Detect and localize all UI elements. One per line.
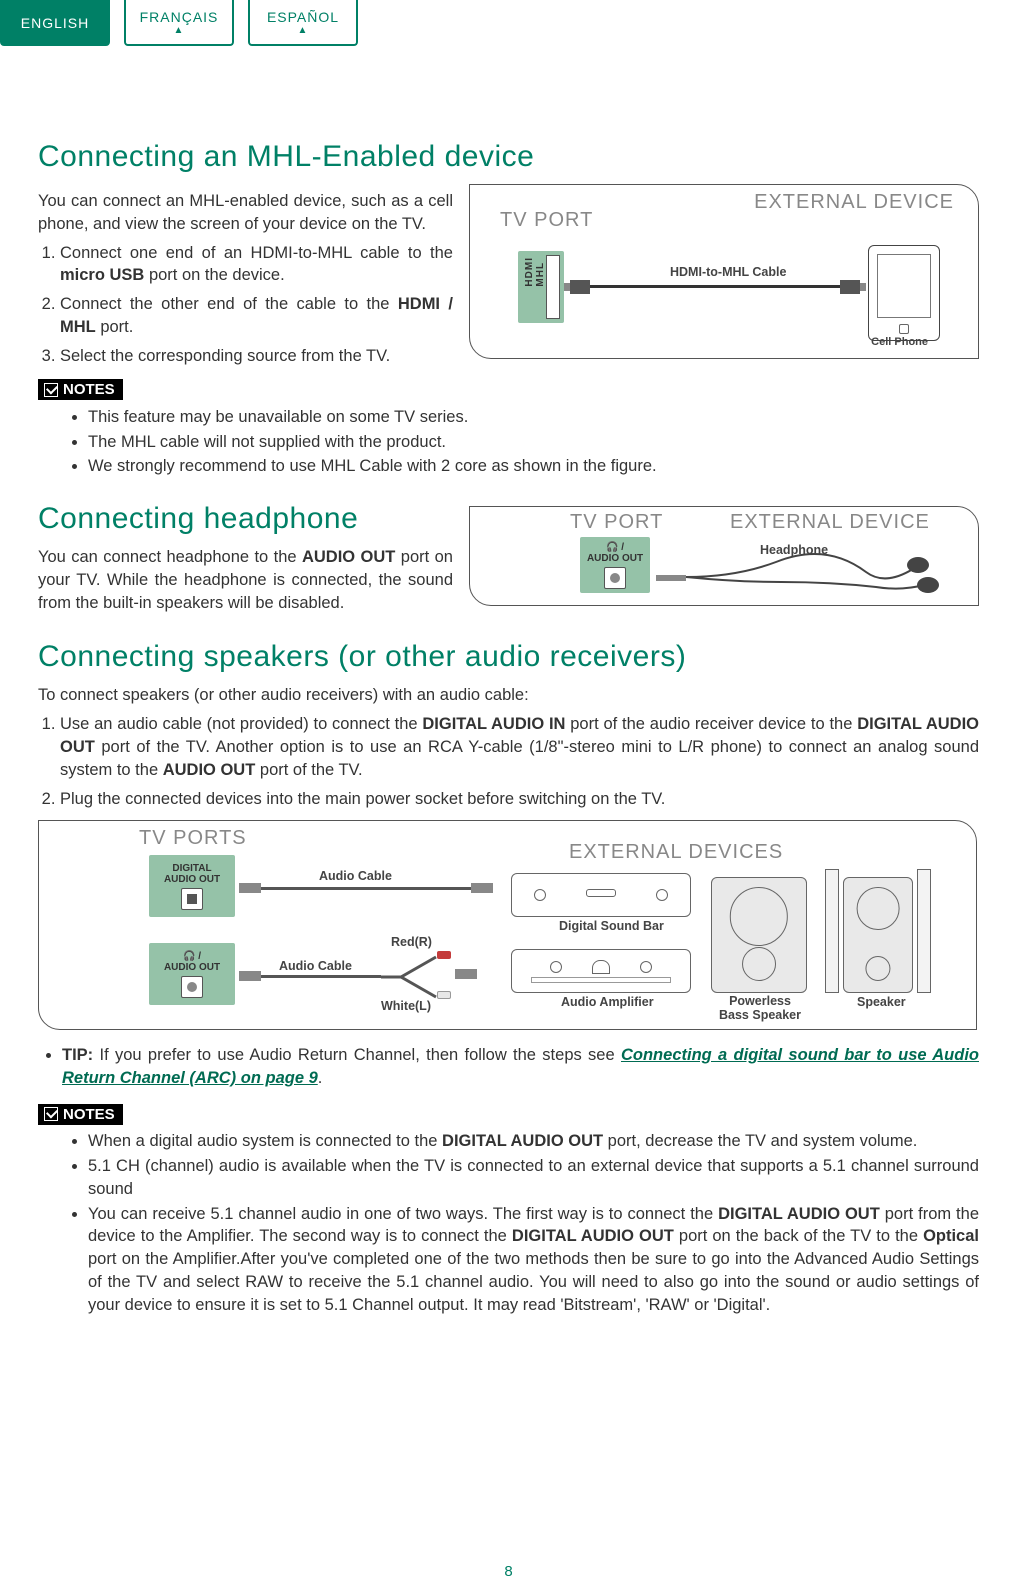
audio-cable-label: Audio Cable [319,869,392,883]
headphone-cable-icon [686,547,946,602]
bass-speaker-label: Powerless Bass Speaker [719,995,801,1023]
speakers-step-1: Use an audio cable (not provided) to con… [60,713,979,781]
chevron-up-icon: ▲ [298,27,309,35]
cable-line [590,285,840,288]
plug-icon [471,883,493,893]
mhl-step-2: Connect the other end of the cable to th… [60,293,453,339]
headphone-title: Connecting headphone [38,502,453,536]
speakers-note-1: When a digital audio system is connected… [88,1130,979,1153]
headphone-body: You can connect headphone to the AUDIO O… [38,546,453,614]
speakers-title: Connecting speakers (or other audio rece… [38,640,979,674]
audio-cable-label: Audio Cable [279,959,352,973]
white-l-label: White(L) [381,999,431,1013]
check-icon [44,1107,58,1121]
notes-label: NOTES [63,1106,115,1123]
plug-icon [455,969,477,979]
rca-white-icon [437,991,451,999]
lang-tab-espanol[interactable]: ESPAÑOL ▲ [248,0,358,46]
audio-out-port: 🎧 /AUDIO OUT [149,943,235,1005]
mhl-step-1: Connect one end of an HDMI-to-MHL cable … [60,242,453,288]
external-device-label: EXTERNAL DEVICE [730,511,930,534]
mhl-intro: You can connect an MHL-enabled device, s… [38,190,453,236]
cable-label: HDMI-to-MHL Cable [670,265,786,279]
mhl-diagram: TV PORT EXTERNAL DEVICE HDMI MHL HDMI-to… [469,184,979,359]
tv-port-label: TV PORT [500,209,593,232]
lang-label: ENGLISH [21,15,89,31]
lang-label: ESPAÑOL [267,9,339,25]
mhl-note-1: This feature may be unavailable on some … [88,406,979,429]
lang-tab-francais[interactable]: FRANÇAIS ▲ [124,0,234,46]
mhl-step-3: Select the corresponding source from the… [60,345,453,368]
sound-bar-label: Digital Sound Bar [559,919,664,933]
speakers-note-3: You can receive 5.1 channel audio in one… [88,1203,979,1317]
tv-ports-label: TV PORTS [139,827,247,850]
mhl-plug-icon [840,280,860,294]
plug-icon [239,971,261,981]
external-device-label: EXTERNAL DEVICE [754,191,954,213]
amplifier-label: Audio Amplifier [561,995,654,1009]
speaker-label: Speaker [857,995,906,1009]
headphone-icon: 🎧 [606,542,618,553]
digital-audio-out-port: DIGITAL AUDIO OUT [149,855,235,917]
red-r-label: Red(R) [391,935,432,949]
sound-bar-icon [511,873,691,917]
port-label: HDMI MHL [524,257,546,287]
lang-label: FRANÇAIS [140,9,219,25]
bass-speaker-icon [711,877,807,993]
audio-out-port: 🎧 /AUDIO OUT [580,537,650,593]
plug-icon [239,883,261,893]
check-icon [44,383,58,397]
hdmi-mhl-port: HDMI MHL [518,251,564,323]
page-number: 8 [0,1563,1017,1580]
speaker-icon [843,877,913,993]
lang-tab-english[interactable]: ENGLISH [0,0,110,46]
hdmi-plug-icon [570,280,590,294]
tv-port-label: TV PORT [570,511,663,534]
tip-bullet: TIP: If you prefer to use Audio Return C… [62,1044,979,1090]
chevron-up-icon: ▲ [174,27,185,35]
headphone-icon: 🎧 [183,951,195,962]
tall-speaker-icon [917,869,931,993]
tall-speaker-icon [825,869,839,993]
headphone-diagram: TV PORT EXTERNAL DEVICE 🎧 /AUDIO OUT Hea… [469,506,979,606]
cell-phone-icon [868,245,940,341]
mhl-note-3: We strongly recommend to use MHL Cable w… [88,455,979,478]
page-content: Connecting an MHL-Enabled device You can… [0,46,1017,1316]
notes-label: NOTES [63,381,115,398]
notes-badge: NOTES [38,379,123,400]
external-devices-label: EXTERNAL DEVICES [569,841,783,864]
speakers-note-2: 5.1 CH (channel) audio is available when… [88,1155,979,1201]
speakers-diagram: TV PORTS EXTERNAL DEVICES DIGITAL AUDIO … [38,820,977,1030]
cell-phone-label: Cell Phone [871,336,928,348]
rca-red-icon [437,951,451,959]
amplifier-icon [511,949,691,993]
notes-badge: NOTES [38,1104,123,1125]
speakers-step-2: Plug the connected devices into the main… [60,788,979,811]
language-tabs: ENGLISH FRANÇAIS ▲ ESPAÑOL ▲ [0,0,1017,46]
mhl-note-2: The MHL cable will not supplied with the… [88,431,979,454]
speakers-intro: To connect speakers (or other audio rece… [38,684,979,707]
jack-icon [656,575,686,581]
mhl-title: Connecting an MHL-Enabled device [38,140,979,174]
